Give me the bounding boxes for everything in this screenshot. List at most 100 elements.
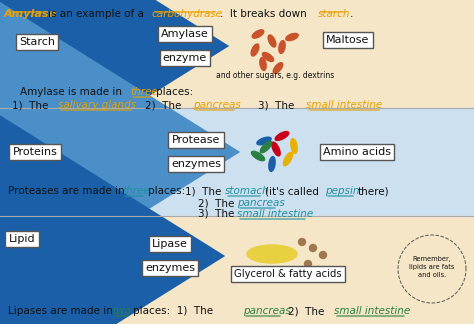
Text: 3)  The: 3) The: [198, 209, 234, 219]
Ellipse shape: [291, 139, 297, 153]
Ellipse shape: [113, 134, 121, 145]
Text: small intestine: small intestine: [306, 100, 382, 110]
Ellipse shape: [273, 63, 283, 73]
Text: small intestine: small intestine: [237, 209, 313, 219]
Ellipse shape: [286, 33, 298, 40]
Circle shape: [299, 238, 306, 246]
Circle shape: [310, 245, 317, 251]
Circle shape: [27, 246, 35, 252]
Ellipse shape: [79, 59, 89, 66]
Text: starch: starch: [318, 9, 350, 19]
Ellipse shape: [79, 159, 87, 169]
Ellipse shape: [88, 129, 99, 135]
Ellipse shape: [88, 168, 99, 175]
Ellipse shape: [252, 30, 264, 38]
Text: three: three: [122, 186, 150, 196]
Circle shape: [18, 246, 26, 252]
Text: 1)  The: 1) The: [185, 186, 221, 196]
Text: Lipase: Lipase: [152, 239, 188, 249]
Text: pancreas: pancreas: [243, 306, 291, 316]
Ellipse shape: [73, 51, 80, 61]
Text: enzymes: enzymes: [145, 263, 195, 273]
Text: is an example of a: is an example of a: [48, 9, 144, 19]
Text: Lipid: Lipid: [9, 234, 35, 244]
Text: three: three: [130, 87, 158, 97]
Ellipse shape: [257, 137, 271, 145]
Text: Glycerol & fatty acids: Glycerol & fatty acids: [234, 269, 342, 279]
Text: places:  1)  The: places: 1) The: [133, 306, 213, 316]
Ellipse shape: [71, 40, 77, 52]
Ellipse shape: [260, 141, 272, 153]
Text: and oils.: and oils.: [418, 272, 446, 278]
Ellipse shape: [247, 245, 297, 263]
Text: two: two: [112, 306, 131, 316]
Circle shape: [9, 252, 17, 260]
Text: Starch: Starch: [19, 37, 55, 47]
Circle shape: [27, 252, 35, 260]
Text: 2)  The: 2) The: [198, 198, 234, 208]
Ellipse shape: [251, 151, 264, 161]
Text: there): there): [358, 186, 390, 196]
Bar: [0, 0, 474, 108]
Bar: [0, 216, 474, 324]
Circle shape: [309, 273, 316, 281]
Text: 2)  The: 2) The: [145, 100, 182, 110]
Text: Amylase: Amylase: [161, 29, 209, 39]
Circle shape: [27, 238, 35, 246]
Text: (it's called: (it's called: [265, 186, 319, 196]
Text: Amylase is made in: Amylase is made in: [20, 87, 122, 97]
Ellipse shape: [283, 152, 292, 166]
Ellipse shape: [279, 40, 285, 53]
Ellipse shape: [79, 26, 89, 33]
Text: enzymes: enzymes: [171, 159, 221, 169]
Ellipse shape: [98, 59, 108, 66]
Text: pepsin: pepsin: [325, 186, 359, 196]
Text: Lipases are made in: Lipases are made in: [8, 306, 113, 316]
Ellipse shape: [263, 52, 273, 62]
Circle shape: [315, 267, 321, 273]
Text: pancreas: pancreas: [193, 100, 241, 110]
Ellipse shape: [6, 258, 38, 270]
Ellipse shape: [260, 58, 266, 70]
Circle shape: [9, 246, 17, 252]
Ellipse shape: [73, 31, 80, 41]
Circle shape: [18, 238, 26, 246]
Text: .: .: [350, 9, 354, 19]
Text: Amino acids: Amino acids: [323, 147, 391, 157]
Ellipse shape: [76, 146, 82, 158]
Ellipse shape: [118, 146, 124, 158]
Text: places:: places:: [148, 186, 185, 196]
Ellipse shape: [113, 159, 121, 169]
Text: Maltose: Maltose: [326, 35, 370, 45]
Text: Protease: Protease: [172, 135, 220, 145]
Ellipse shape: [251, 44, 259, 56]
Text: Amylase: Amylase: [4, 9, 57, 19]
Ellipse shape: [100, 168, 112, 175]
Text: Proteins: Proteins: [13, 147, 57, 157]
Text: pancreas: pancreas: [237, 198, 285, 208]
Ellipse shape: [109, 40, 115, 52]
Ellipse shape: [88, 24, 99, 30]
Bar: [0, 108, 474, 216]
Text: places:: places:: [156, 87, 193, 97]
Text: small intestine: small intestine: [334, 306, 410, 316]
Text: carbohydrase: carbohydrase: [152, 9, 223, 19]
Ellipse shape: [98, 26, 108, 33]
Ellipse shape: [79, 134, 87, 145]
Ellipse shape: [88, 62, 99, 68]
Circle shape: [9, 238, 17, 246]
Text: stomach: stomach: [225, 186, 270, 196]
Text: 1)  The: 1) The: [12, 100, 48, 110]
Circle shape: [18, 252, 26, 260]
Circle shape: [319, 251, 327, 259]
Ellipse shape: [269, 156, 275, 171]
Text: .  It breaks down: . It breaks down: [220, 9, 307, 19]
Text: Proteases are made in: Proteases are made in: [8, 186, 125, 196]
Text: enzyme: enzyme: [163, 53, 207, 63]
Circle shape: [299, 267, 306, 273]
Text: and other sugars, e.g. dextrins: and other sugars, e.g. dextrins: [216, 71, 334, 80]
Circle shape: [304, 260, 311, 268]
Text: lipids are fats: lipids are fats: [410, 264, 455, 270]
Ellipse shape: [106, 31, 113, 41]
Text: salivary glands: salivary glands: [58, 100, 136, 110]
